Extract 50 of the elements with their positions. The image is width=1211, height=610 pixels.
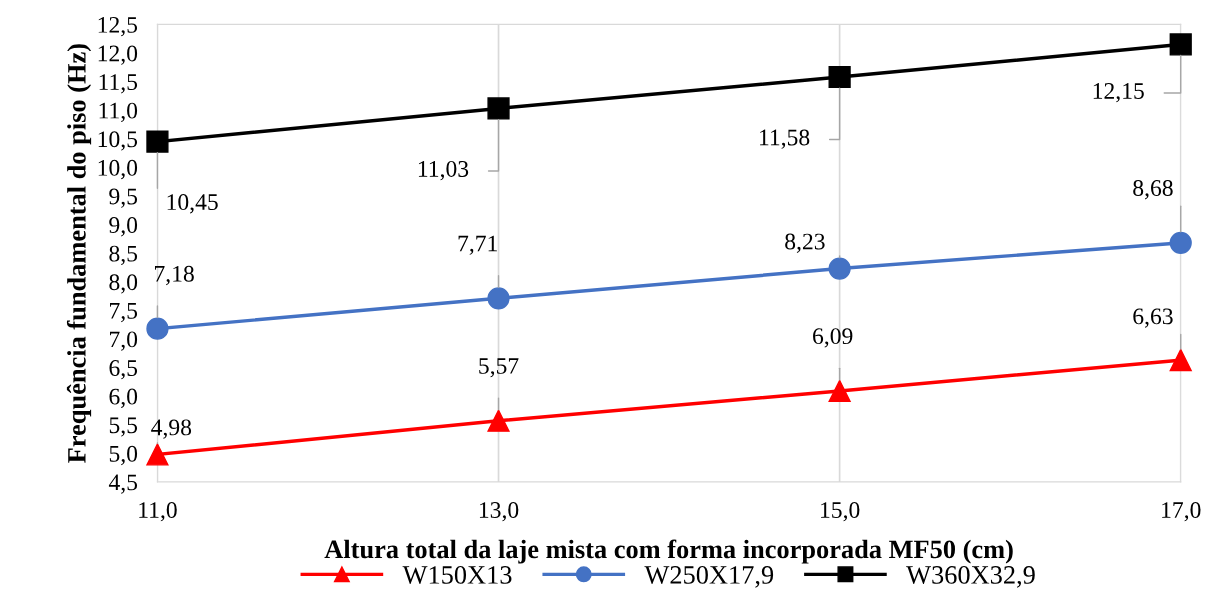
y-tick-label: 9,0 [109,217,138,237]
y-tick-label: 6,0 [109,388,138,408]
y-tick-label: 12,5 [98,16,138,37]
data-label: 6,63 [1133,308,1173,328]
point [146,130,169,153]
y-tick-label: 10,5 [98,131,138,151]
x-axis-title: Altura total da laje mista com forma incorporada MF50 (cm) [324,539,1013,564]
data-label: 7,71 [458,235,497,255]
y-tick-label: 11,5 [99,74,138,94]
y-tick-label: 7,0 [110,331,138,351]
data-label: 10,45 [167,194,218,214]
point [828,379,851,403]
point [146,443,169,466]
data-label: 6,09 [813,328,853,348]
data-label: 8,23 [785,233,825,253]
x-tick-label: 17,0 [1162,502,1201,522]
y-tick-label: 7,5 [110,303,138,323]
x-tick-label: 13,0 [479,502,519,522]
point [1169,348,1192,372]
point [828,257,851,280]
legend-label: W150X13 [402,566,512,584]
y-tick-label: 5,0 [109,445,138,466]
data-label: 7,18 [154,265,194,286]
x-tick-label: 15,0 [821,502,860,522]
point [1169,231,1192,254]
data-label: 5,57 [479,358,519,378]
point [828,65,851,89]
data-label: 8,68 [1133,180,1173,200]
y-tick-label: 11,0 [99,102,138,122]
point [487,97,510,120]
y-tick-label: 8,0 [109,274,138,294]
data-label: 12,15 [1093,83,1144,103]
y-tick-label: 6,5 [109,360,138,380]
x-tick-label: 11,0 [139,502,177,522]
legend-label: W360X32,9 [906,566,1035,588]
data-label: 4,98 [151,419,192,439]
y-tick-label: 8,5 [109,245,138,265]
y-tick-label: 4,5 [108,474,138,494]
legend-label: W250X17,9 [644,566,774,588]
data-label: 11,58 [760,129,810,149]
y-tick-label: 9,5 [109,188,138,208]
point [487,409,510,432]
y-tick-label: 5,5 [109,417,138,437]
y-axis-title: Frequência fundamental do piso (Hz) [66,44,92,463]
point [1169,33,1192,56]
y-tick-label: 12,0 [98,45,138,65]
point [146,317,169,340]
point [487,287,510,310]
y-tick-label: 10,0 [98,159,138,180]
data-label: 11,03 [418,160,469,181]
